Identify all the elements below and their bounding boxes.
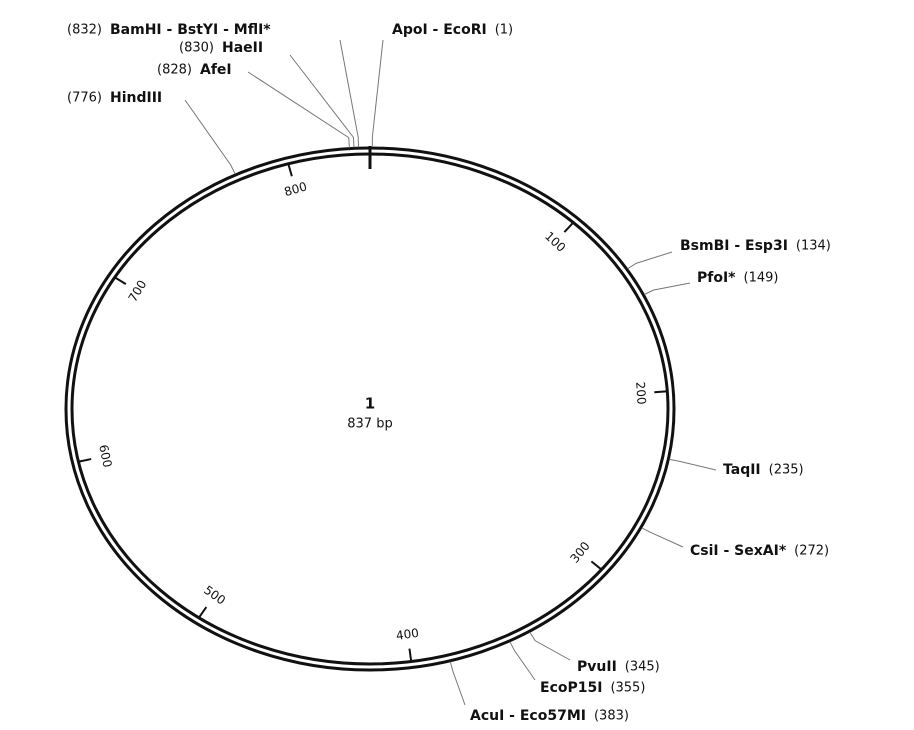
site-name: BsmBI - Esp3I xyxy=(680,238,788,254)
site-name: ApoI - EcoRI xyxy=(392,22,487,38)
site-position: (235) xyxy=(769,463,804,478)
site-name: PvuII xyxy=(577,659,617,675)
tick-mark xyxy=(287,164,293,177)
site-leader xyxy=(184,99,236,175)
tick-label: 200 xyxy=(633,381,649,405)
site-leader xyxy=(529,631,571,661)
site-position: (832) xyxy=(67,23,102,38)
site-position: (345) xyxy=(625,660,660,675)
tick-label: 100 xyxy=(542,229,568,255)
site-position: (355) xyxy=(610,681,645,696)
map-length: 837 bp xyxy=(347,417,392,432)
site-name: HindIII xyxy=(110,90,162,106)
tick-mark xyxy=(198,606,208,618)
tick-mark xyxy=(590,560,602,570)
site-position: (134) xyxy=(796,239,831,254)
tick-label: 500 xyxy=(201,583,228,608)
tick-label: 600 xyxy=(96,443,114,468)
site-leader xyxy=(449,661,466,706)
site-leader xyxy=(509,641,536,681)
site-leader xyxy=(289,54,355,148)
tick-mark xyxy=(79,458,92,463)
site-name: BamHI - BstYI - MflI* xyxy=(110,22,271,38)
site-name: AcuI - Eco57MI xyxy=(470,708,586,724)
site-name: EcoP15I xyxy=(540,680,602,696)
site-name: HaeII xyxy=(222,40,263,56)
site-leader xyxy=(641,527,684,548)
site-position: (776) xyxy=(67,91,102,106)
tick-label: 300 xyxy=(567,539,592,566)
site-position: (383) xyxy=(594,709,629,724)
tick-label: 700 xyxy=(126,278,150,305)
site-name: TaqII xyxy=(723,462,761,478)
tick-label: 400 xyxy=(395,626,420,643)
site-position: (828) xyxy=(157,63,192,78)
site-position: (1) xyxy=(495,23,513,38)
tick-mark xyxy=(654,390,667,394)
tick-mark xyxy=(563,222,574,233)
map-title: 1 xyxy=(365,395,375,413)
tick-mark xyxy=(408,648,413,661)
site-leader xyxy=(247,71,350,148)
site-leader xyxy=(644,282,691,295)
site-leader xyxy=(339,39,360,148)
site-name: CsiI - SexAI* xyxy=(690,543,787,559)
site-leader xyxy=(669,458,717,471)
tick-mark xyxy=(115,277,127,285)
site-name: AfeI xyxy=(200,62,232,78)
site-position: (272) xyxy=(794,544,829,559)
site-position: (149) xyxy=(744,271,779,286)
site-leader xyxy=(627,251,673,270)
site-position: (830) xyxy=(179,41,214,56)
site-name: PfoI* xyxy=(697,270,736,286)
site-leader xyxy=(371,39,384,148)
tick-label: 800 xyxy=(283,179,309,199)
